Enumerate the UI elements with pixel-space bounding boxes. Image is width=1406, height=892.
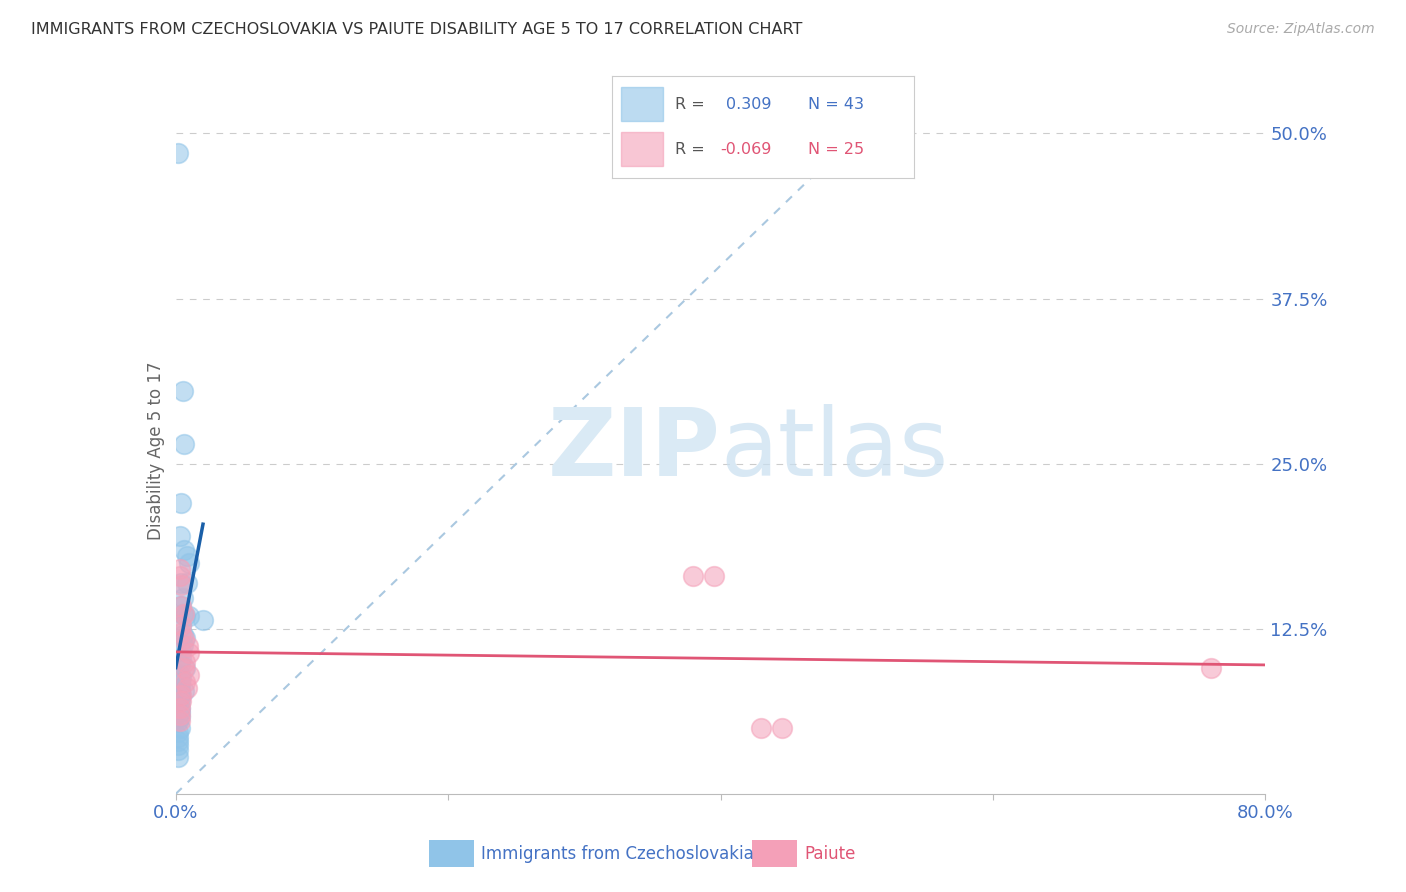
Text: R =: R = xyxy=(675,96,704,112)
Point xyxy=(751,721,773,735)
Point xyxy=(172,384,194,398)
Point xyxy=(170,619,193,633)
Point xyxy=(174,655,197,669)
Text: IMMIGRANTS FROM CZECHOSLOVAKIA VS PAIUTE DISABILITY AGE 5 TO 17 CORRELATION CHAR: IMMIGRANTS FROM CZECHOSLOVAKIA VS PAIUTE… xyxy=(31,22,803,37)
Point xyxy=(169,529,191,543)
Point xyxy=(174,661,197,675)
Point xyxy=(170,599,193,614)
Point xyxy=(176,549,198,563)
Point xyxy=(1199,661,1222,675)
Point xyxy=(169,701,191,715)
Point xyxy=(172,628,194,642)
Point xyxy=(176,681,198,696)
Point xyxy=(169,686,191,700)
Point xyxy=(191,613,214,627)
Point xyxy=(172,591,194,606)
Point xyxy=(170,688,193,702)
Bar xyxy=(620,87,664,121)
Point xyxy=(170,617,193,632)
Point xyxy=(169,569,191,583)
Point xyxy=(170,644,193,658)
Point xyxy=(169,657,191,672)
Bar xyxy=(620,132,664,166)
Point xyxy=(173,437,195,451)
Point xyxy=(169,694,191,708)
Point xyxy=(172,638,194,652)
Point xyxy=(169,676,191,690)
Text: Immigrants from Czechoslovakia: Immigrants from Czechoslovakia xyxy=(481,845,754,863)
Text: 0.309: 0.309 xyxy=(727,96,772,112)
Point xyxy=(179,608,201,623)
Point xyxy=(167,750,190,764)
Point xyxy=(170,625,193,640)
Point xyxy=(169,562,191,576)
Text: N = 43: N = 43 xyxy=(808,96,865,112)
Point xyxy=(169,710,191,724)
Point xyxy=(174,608,197,623)
Point xyxy=(682,569,704,583)
Y-axis label: Disability Age 5 to 17: Disability Age 5 to 17 xyxy=(146,361,165,540)
Point xyxy=(173,542,195,557)
Point xyxy=(170,694,193,708)
Text: Source: ZipAtlas.com: Source: ZipAtlas.com xyxy=(1227,22,1375,37)
Point xyxy=(169,705,191,719)
Text: N = 25: N = 25 xyxy=(808,142,865,157)
Point xyxy=(179,556,201,570)
Point xyxy=(169,690,191,705)
Point xyxy=(170,496,193,510)
Point xyxy=(177,639,200,653)
Point xyxy=(169,721,191,735)
Point xyxy=(173,683,195,698)
Point xyxy=(170,671,193,685)
Point xyxy=(169,714,191,729)
Text: atlas: atlas xyxy=(721,404,949,497)
Point xyxy=(167,734,190,748)
Point xyxy=(169,707,191,722)
Point xyxy=(174,631,197,645)
Point xyxy=(172,607,194,622)
Text: R =: R = xyxy=(675,142,704,157)
Point xyxy=(170,599,193,614)
Point xyxy=(703,569,725,583)
Text: ZIP: ZIP xyxy=(548,404,721,497)
Point xyxy=(170,650,193,665)
Point xyxy=(173,661,195,675)
Point xyxy=(173,607,195,622)
Text: -0.069: -0.069 xyxy=(720,142,772,157)
Point xyxy=(176,575,198,590)
Point xyxy=(167,738,190,752)
Point xyxy=(179,646,201,660)
Point xyxy=(169,701,191,715)
Point xyxy=(167,743,190,757)
Point xyxy=(167,714,190,729)
Point xyxy=(174,674,197,689)
Point xyxy=(167,146,190,161)
Point xyxy=(770,721,793,735)
Point xyxy=(179,668,201,682)
Point xyxy=(167,730,190,744)
Text: Paiute: Paiute xyxy=(804,845,856,863)
Point xyxy=(170,578,193,592)
Point xyxy=(170,575,193,590)
Point xyxy=(169,681,191,696)
Point xyxy=(169,668,191,682)
Point xyxy=(173,632,195,647)
Point xyxy=(167,724,190,739)
